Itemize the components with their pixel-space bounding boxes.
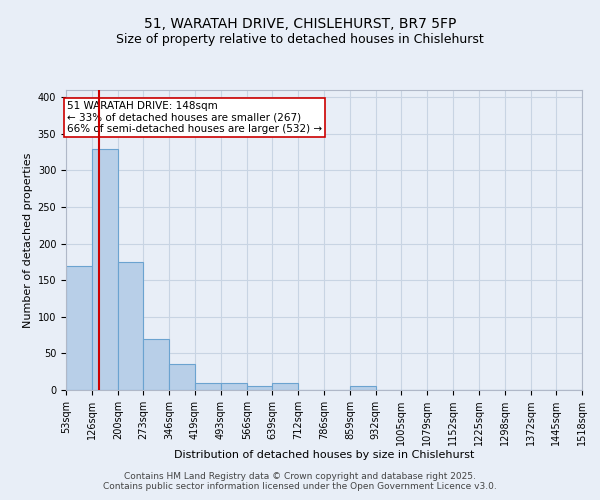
Text: Size of property relative to detached houses in Chislehurst: Size of property relative to detached ho… xyxy=(116,32,484,46)
Y-axis label: Number of detached properties: Number of detached properties xyxy=(23,152,34,328)
Bar xyxy=(195,382,221,390)
Text: 51, WARATAH DRIVE, CHISLEHURST, BR7 5FP: 51, WARATAH DRIVE, CHISLEHURST, BR7 5FP xyxy=(144,18,456,32)
Bar xyxy=(247,386,272,390)
Bar xyxy=(350,386,376,390)
Bar xyxy=(118,262,143,390)
Bar xyxy=(92,148,118,390)
Bar xyxy=(143,339,169,390)
X-axis label: Distribution of detached houses by size in Chislehurst: Distribution of detached houses by size … xyxy=(174,450,474,460)
Text: 51 WARATAH DRIVE: 148sqm
← 33% of detached houses are smaller (267)
66% of semi-: 51 WARATAH DRIVE: 148sqm ← 33% of detach… xyxy=(67,101,322,134)
Bar xyxy=(272,382,298,390)
Bar xyxy=(221,382,247,390)
Bar xyxy=(169,364,195,390)
Text: Contains HM Land Registry data © Crown copyright and database right 2025.
Contai: Contains HM Land Registry data © Crown c… xyxy=(103,472,497,491)
Bar xyxy=(66,266,92,390)
